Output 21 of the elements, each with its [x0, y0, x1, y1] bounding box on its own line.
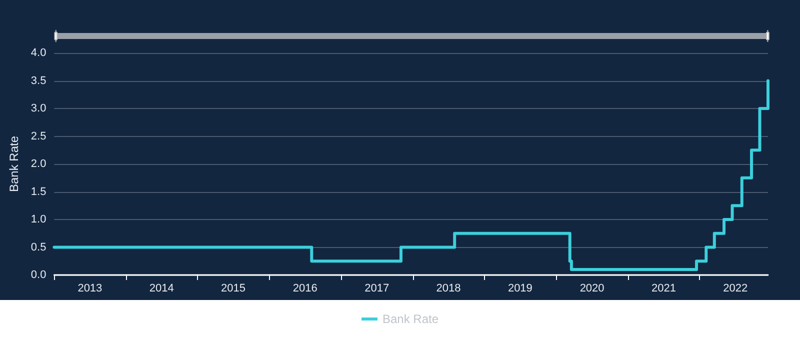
x-tick-label: 2019	[508, 282, 532, 294]
x-tick-label: 2013	[78, 282, 102, 294]
y-tick-label: 4.0	[30, 47, 46, 59]
legend-label: Bank Rate	[382, 312, 439, 326]
y-tick-label: 3.5	[30, 74, 46, 87]
y-tick-label: 2.0	[30, 158, 46, 170]
x-tick-label: 2018	[436, 282, 461, 294]
y-tick-label: 0.5	[30, 241, 46, 254]
x-tick-label: 2017	[364, 282, 390, 294]
y-tick-label: 2.5	[30, 130, 46, 142]
x-tick-label: 2014	[149, 282, 174, 294]
y-tick-label: 0.0	[30, 269, 46, 281]
x-tick-label: 2022	[723, 282, 748, 294]
x-tick-label: 2020	[580, 282, 604, 294]
y-axis-title: Bank Rate	[7, 136, 21, 192]
y-tick-label: 1.0	[30, 214, 46, 226]
y-tick-label: 3.0	[30, 102, 46, 114]
x-tick-label: 2016	[292, 282, 318, 294]
x-tick-label: 2021	[651, 282, 676, 294]
x-tick-label: 2015	[221, 282, 246, 294]
y-tick-label: 1.5	[30, 186, 46, 198]
